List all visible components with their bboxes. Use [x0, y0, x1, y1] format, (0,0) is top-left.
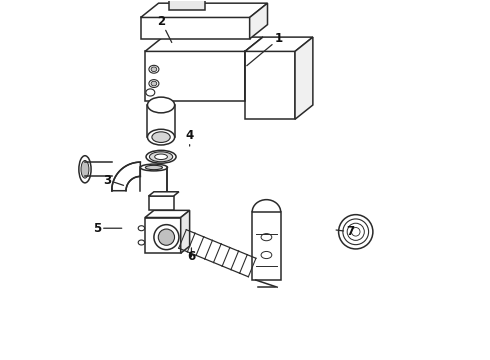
Ellipse shape	[155, 154, 168, 159]
Text: 4: 4	[186, 129, 194, 146]
Ellipse shape	[149, 152, 172, 162]
Polygon shape	[169, 0, 205, 10]
Ellipse shape	[79, 156, 91, 183]
Ellipse shape	[146, 165, 163, 170]
Ellipse shape	[149, 80, 159, 87]
Polygon shape	[145, 210, 190, 217]
Polygon shape	[145, 51, 245, 102]
Ellipse shape	[152, 132, 170, 143]
Polygon shape	[148, 192, 179, 196]
Polygon shape	[181, 210, 190, 253]
Circle shape	[158, 229, 174, 245]
Ellipse shape	[138, 226, 145, 231]
Polygon shape	[141, 18, 249, 39]
Ellipse shape	[149, 65, 159, 73]
Text: 1: 1	[247, 32, 283, 66]
Polygon shape	[249, 3, 268, 39]
Ellipse shape	[261, 251, 272, 258]
Ellipse shape	[146, 150, 176, 163]
Polygon shape	[245, 51, 295, 119]
Ellipse shape	[151, 67, 157, 72]
Ellipse shape	[261, 234, 272, 241]
Text: 5: 5	[93, 222, 122, 235]
Text: 6: 6	[187, 248, 196, 263]
Ellipse shape	[147, 129, 174, 145]
Ellipse shape	[138, 240, 145, 245]
Polygon shape	[112, 162, 140, 191]
FancyBboxPatch shape	[148, 196, 173, 210]
Text: 2: 2	[157, 14, 172, 42]
Ellipse shape	[140, 164, 168, 171]
Polygon shape	[141, 3, 268, 18]
Polygon shape	[245, 37, 263, 102]
Polygon shape	[245, 37, 313, 51]
Ellipse shape	[151, 81, 157, 86]
Circle shape	[154, 225, 179, 249]
Text: 3: 3	[103, 174, 123, 186]
Polygon shape	[145, 37, 263, 51]
Polygon shape	[295, 37, 313, 119]
Ellipse shape	[81, 161, 89, 178]
Text: 7: 7	[336, 225, 354, 238]
Ellipse shape	[147, 97, 174, 113]
Polygon shape	[145, 217, 181, 253]
Ellipse shape	[146, 89, 155, 96]
